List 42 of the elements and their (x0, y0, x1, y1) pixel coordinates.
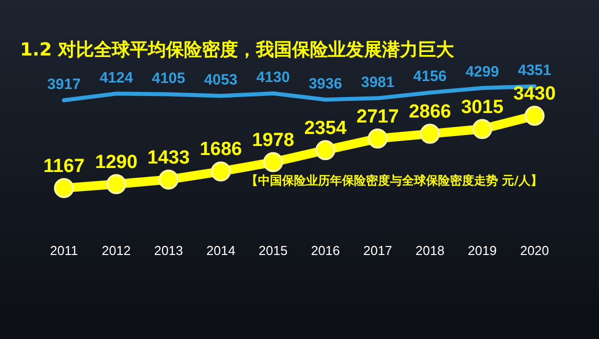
point (54, 178, 74, 198)
point (524, 106, 545, 126)
data-label: 4351 (518, 62, 552, 79)
point (368, 128, 388, 149)
data-label: 1978 (252, 130, 294, 151)
point (472, 119, 492, 140)
data-label: 1290 (95, 152, 138, 173)
x-tick-label: 2017 (363, 242, 392, 258)
data-label: 3981 (361, 74, 394, 91)
x-tick-label: 2012 (102, 242, 131, 258)
data-label: 1433 (147, 147, 190, 168)
data-label: 4124 (100, 69, 134, 86)
data-label: 2866 (408, 102, 452, 123)
data-label: 2354 (304, 118, 347, 139)
point (210, 161, 231, 182)
x-tick-label: 2014 (206, 242, 236, 258)
x-tick-label: 2015 (258, 242, 288, 258)
x-tick-label: 2020 (520, 242, 549, 258)
data-label: 4156 (413, 68, 447, 86)
point (263, 152, 284, 172)
point (106, 174, 126, 194)
data-label: 3917 (47, 76, 81, 93)
data-label: 4130 (256, 69, 290, 86)
x-tick-label: 2013 (154, 242, 184, 258)
data-label: 4053 (204, 72, 238, 89)
data-label: 3430 (513, 84, 556, 105)
data-label: 4299 (466, 64, 499, 81)
data-label: 1686 (200, 139, 242, 160)
data-label: 4105 (152, 70, 186, 87)
point (315, 140, 336, 160)
point (420, 124, 440, 144)
data-label: 3936 (308, 75, 342, 92)
chart-title: 1.2 对比全球平均保险密度，我国保险业发展潜力巨大 (20, 39, 456, 60)
data-label: 3015 (461, 96, 504, 118)
x-tick-label: 2019 (468, 242, 497, 258)
data-label: 2717 (356, 106, 399, 128)
x-tick-label: 2018 (416, 242, 444, 258)
x-tick-label: 2016 (310, 242, 340, 258)
data-label: 1167 (43, 156, 85, 177)
x-tick-label: 2011 (50, 242, 78, 258)
point (158, 170, 179, 190)
annotation: 【中国保险业历年保险密度与全球保险密度走势 元/人】 (246, 174, 543, 188)
